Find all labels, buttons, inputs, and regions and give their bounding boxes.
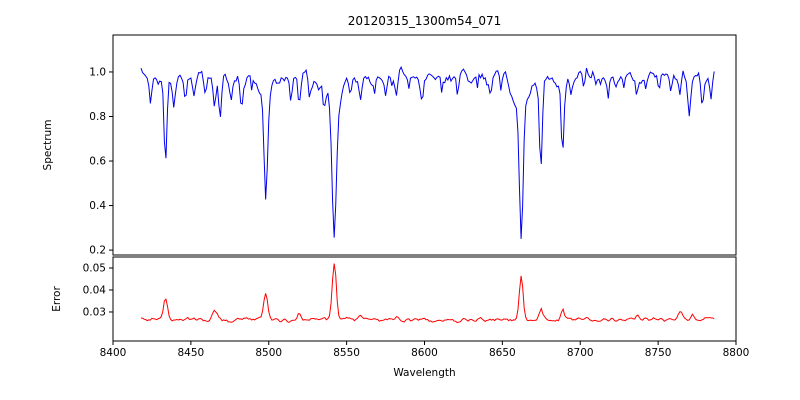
x-tick-label: 8500: [255, 347, 282, 359]
spectrum-y-tick-label: 1.0: [89, 66, 106, 78]
spectrum-y-tick-label: 0.8: [89, 111, 106, 123]
spectrum-y-tick-label: 0.6: [89, 156, 106, 168]
chart-title: 20120315_1300m54_071: [347, 14, 502, 28]
x-tick-label: 8400: [100, 347, 127, 359]
x-tick-label: 8550: [333, 347, 360, 359]
error-axes-frame: [112, 256, 737, 342]
error-y-tick-label: 0.04: [83, 284, 107, 296]
x-tick-label: 8700: [567, 347, 594, 359]
x-tick-label: 8800: [723, 347, 750, 359]
spectrum-y-tick-label: 0.4: [89, 200, 106, 212]
x-tick-label: 8750: [645, 347, 672, 359]
spectrum-y-tick-label: 0.2: [89, 245, 106, 257]
spectrum-axes-frame: [112, 34, 737, 256]
error-line: [140, 263, 715, 324]
error-y-tick-label: 0.05: [83, 262, 106, 274]
spectrum-line: [140, 65, 715, 239]
x-tick-label: 8600: [411, 347, 438, 359]
error-y-tick-label: 0.03: [83, 306, 106, 318]
x-tick-label: 8650: [489, 347, 516, 359]
x-axis-label: Wavelength: [393, 367, 456, 379]
x-tick-label: 8450: [178, 347, 205, 359]
